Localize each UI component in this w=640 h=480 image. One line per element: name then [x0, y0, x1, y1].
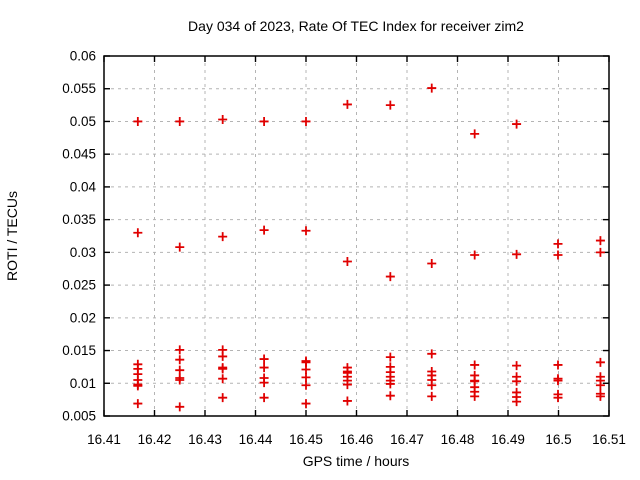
data-point: [470, 360, 480, 370]
data-point: [427, 349, 437, 359]
y-tick-label: 0.01: [70, 376, 96, 391]
data-point: [133, 116, 143, 126]
data-point: [259, 354, 269, 364]
y-tick-label: 0.05: [70, 114, 96, 129]
data-point: [259, 116, 269, 126]
data-point: [470, 129, 480, 139]
y-tick-label: 0.015: [62, 343, 96, 358]
data-point: [342, 99, 352, 109]
x-tick-label: 16.47: [390, 432, 424, 447]
x-tick-label: 16.51: [592, 432, 626, 447]
x-tick-label: 16.49: [491, 432, 525, 447]
y-tick-label: 0.055: [62, 81, 96, 96]
x-tick-label: 16.5: [545, 432, 571, 447]
data-point: [553, 376, 563, 386]
data-point: [301, 399, 311, 409]
data-point: [512, 361, 522, 371]
data-point: [385, 272, 395, 282]
y-tick-label: 0.02: [70, 310, 96, 325]
data-point: [427, 391, 437, 401]
data-point: [301, 226, 311, 236]
y-tick-label: 0.045: [62, 147, 96, 162]
data-point: [427, 380, 437, 390]
data-point: [512, 119, 522, 129]
data-point: [259, 393, 269, 403]
x-tick-label: 16.41: [87, 432, 121, 447]
data-point: [595, 236, 605, 246]
data-point: [259, 363, 269, 373]
y-tick-label: 0.03: [70, 245, 96, 260]
data-point: [385, 100, 395, 110]
y-tick-label: 0.04: [70, 179, 97, 194]
y-tick-label: 0.025: [62, 278, 96, 293]
x-axis-label: GPS time / hours: [303, 453, 410, 469]
data-point: [175, 345, 185, 355]
data-point: [218, 114, 228, 124]
data-point: [595, 380, 605, 390]
data-point: [427, 83, 437, 93]
data-point: [218, 374, 228, 384]
data-point: [512, 397, 522, 407]
data-point: [470, 250, 480, 260]
data-point: [259, 378, 269, 388]
data-point: [595, 391, 605, 401]
data-point: [175, 365, 185, 375]
data-point: [175, 402, 185, 412]
data-point: [175, 355, 185, 365]
x-tick-label: 16.43: [188, 432, 222, 447]
data-point: [385, 352, 395, 362]
data-point: [133, 381, 143, 391]
data-point: [301, 116, 311, 126]
chart-title: Day 034 of 2023, Rate Of TEC Index for r…: [188, 18, 524, 34]
data-point: [301, 372, 311, 382]
data-point: [218, 393, 228, 403]
x-tick-label: 16.45: [289, 432, 323, 447]
y-tick-label: 0.035: [62, 212, 96, 227]
x-tick-label: 16.44: [239, 432, 273, 447]
data-point: [342, 380, 352, 390]
data-point: [553, 239, 563, 249]
data-point: [470, 391, 480, 401]
data-point: [133, 399, 143, 409]
y-tick-label: 0.005: [62, 409, 96, 424]
data-point: [342, 396, 352, 406]
y-axis-label: ROTI / TECUs: [4, 191, 20, 281]
data-point: [175, 375, 185, 385]
data-point: [301, 365, 311, 375]
data-point: [512, 376, 522, 386]
data-point: [385, 391, 395, 401]
y-tick-label: 0.06: [70, 49, 96, 64]
data-point: [175, 242, 185, 252]
data-point: [218, 232, 228, 242]
data-point: [385, 379, 395, 389]
data-point: [259, 225, 269, 235]
data-point: [175, 116, 185, 126]
data-point: [342, 257, 352, 267]
data-point: [218, 364, 228, 374]
data-point: [595, 357, 605, 367]
data-point: [133, 228, 143, 238]
data-point: [218, 351, 228, 361]
data-point: [553, 360, 563, 370]
data-point: [553, 393, 563, 403]
data-point: [595, 247, 605, 257]
x-tick-label: 16.48: [441, 432, 475, 447]
x-tick-label: 16.42: [138, 432, 172, 447]
plot-border: [103, 55, 610, 417]
data-point: [512, 249, 522, 259]
data-point: [427, 258, 437, 268]
data-point: [553, 250, 563, 260]
data-point: [301, 380, 311, 390]
x-tick-label: 16.46: [340, 432, 374, 447]
